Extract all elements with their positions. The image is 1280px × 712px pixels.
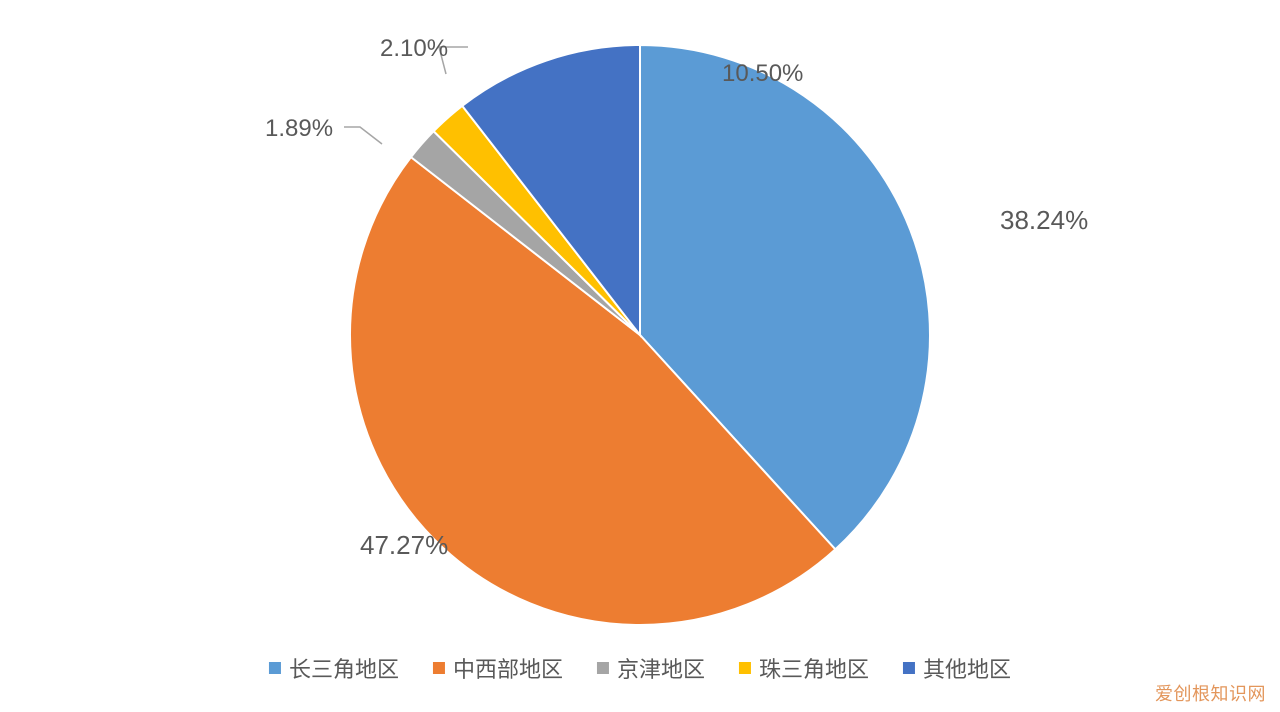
legend-item-0: 长三角地区 <box>269 652 399 684</box>
legend-swatch-0 <box>269 662 281 674</box>
legend-label-4: 其他地区 <box>923 652 1011 684</box>
legend-item-2: 京津地区 <box>597 652 705 684</box>
watermark-text: 爱创根知识网 <box>1155 680 1266 706</box>
legend-item-1: 中西部地区 <box>433 652 563 684</box>
legend-label-3: 珠三角地区 <box>759 652 869 684</box>
pie-chart-svg <box>0 0 1280 712</box>
legend-swatch-4 <box>903 662 915 674</box>
legend-label-1: 中西部地区 <box>453 652 563 684</box>
legend-swatch-2 <box>597 662 609 674</box>
slice-label-4: 10.50% <box>722 60 803 88</box>
legend-swatch-1 <box>433 662 445 674</box>
slice-label-1: 47.27% <box>360 530 448 561</box>
slice-label-3: 2.10% <box>380 35 448 63</box>
legend-item-4: 其他地区 <box>903 652 1011 684</box>
slice-label-2: 1.89% <box>265 115 333 143</box>
slice-label-0: 38.24% <box>1000 205 1088 236</box>
legend: 长三角地区 中西部地区 京津地区 珠三角地区 其他地区 <box>269 652 1011 684</box>
legend-label-2: 京津地区 <box>617 652 705 684</box>
legend-swatch-3 <box>739 662 751 674</box>
legend-item-3: 珠三角地区 <box>739 652 869 684</box>
pie-chart-container: 38.24% 47.27% 1.89% 2.10% 10.50% <box>0 0 1280 712</box>
legend-label-0: 长三角地区 <box>289 652 399 684</box>
